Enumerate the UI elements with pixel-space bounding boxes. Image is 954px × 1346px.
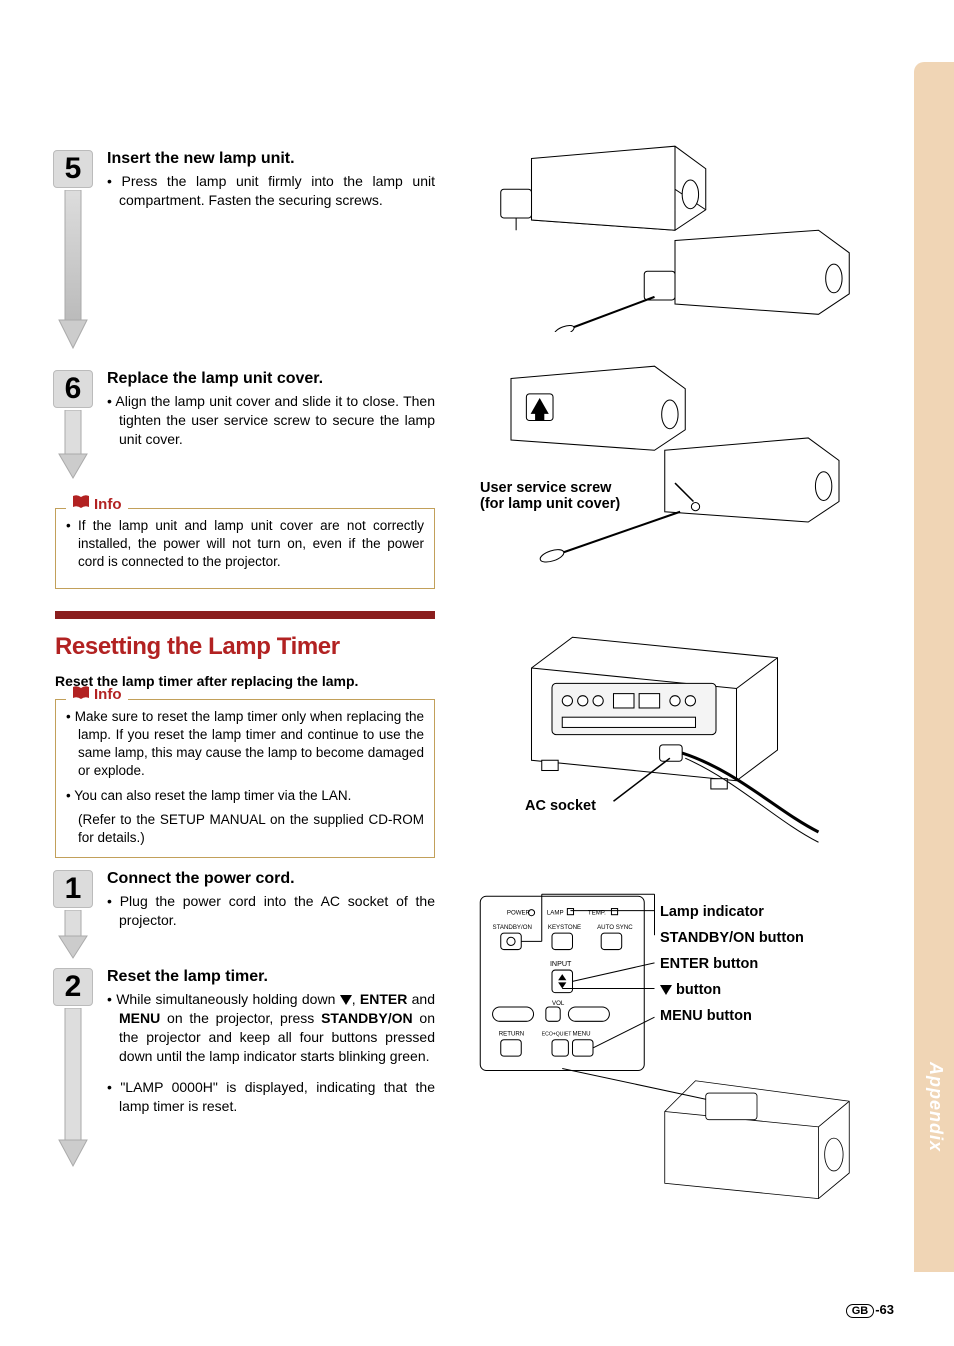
step-5-text: Press the lamp unit firmly into the lamp…	[107, 172, 435, 210]
info1-text: If the lamp unit and lamp unit cover are…	[66, 517, 424, 572]
svg-text:MENU: MENU	[573, 1031, 591, 1038]
step-6-number: 6	[53, 370, 93, 408]
step-1-title: Connect the power cord.	[107, 870, 435, 888]
step-1: 1 Connect the power cord. Plug the power…	[55, 870, 435, 960]
illustration-ac-socket: AC socket	[470, 630, 880, 850]
section-divider	[55, 611, 435, 619]
label-standby-on: STANDBY/ON button	[660, 930, 804, 946]
down-arrow-icon	[53, 910, 93, 963]
label-lamp-indicator: Lamp indicator	[660, 904, 804, 920]
label-enter-button: ENTER button	[660, 956, 804, 972]
svg-text:STANDBY/ON: STANDBY/ON	[493, 924, 532, 931]
callout-user-service-screw: User service screw (for lamp unit cover)	[480, 480, 620, 512]
label-menu-button: MENU button	[660, 1008, 804, 1024]
region-badge: GB	[846, 1304, 875, 1318]
step-2: 2 Reset the lamp timer. While simultaneo…	[55, 968, 435, 1158]
info2-b1: Make sure to reset the lamp timer only w…	[66, 708, 424, 781]
book-icon	[72, 495, 90, 513]
down-arrow-icon	[53, 410, 93, 483]
appendix-label: Appendix	[925, 1062, 946, 1152]
svg-text:POWER: POWER	[507, 910, 531, 917]
step-6-badge: 6	[53, 370, 93, 483]
info-box-2: Info Make sure to reset the lamp timer o…	[55, 699, 435, 859]
down-triangle-icon	[340, 995, 352, 1005]
down-arrow-icon	[53, 190, 93, 353]
info-box-1: Info If the lamp unit and lamp unit cove…	[55, 508, 435, 589]
svg-text:LAMP: LAMP	[547, 910, 564, 917]
illustration-step5	[470, 140, 880, 330]
step-5-title: Insert the new lamp unit.	[107, 150, 435, 168]
step-2-badge: 2	[53, 968, 93, 1171]
step-6-text: Align the lamp unit cover and slide it t…	[107, 392, 435, 449]
svg-text:INPUT: INPUT	[550, 960, 572, 968]
info-label: Info	[94, 686, 122, 703]
info-heading: Info	[66, 686, 128, 704]
appendix-side-tab: Appendix	[914, 62, 954, 1272]
step-2-number: 2	[53, 968, 93, 1006]
info2-b2: You can also reset the lamp timer via th…	[66, 787, 424, 805]
page-footer: GB-63	[846, 1302, 894, 1318]
step-1-number: 1	[53, 870, 93, 908]
info-label: Info	[94, 496, 122, 513]
left-column: 5 Insert the new lamp unit. Press the la…	[55, 150, 435, 1158]
callout-ac-socket: AC socket	[525, 798, 596, 814]
step-5: 5 Insert the new lamp unit. Press the la…	[55, 150, 435, 350]
step-2-text-b: "LAMP 0000H" is displayed, indicating th…	[107, 1078, 435, 1116]
step-1-text: Plug the power cord into the AC socket o…	[107, 892, 435, 930]
page-number: -63	[875, 1302, 894, 1317]
section-title: Resetting the Lamp Timer	[55, 633, 435, 661]
right-column: User service screw (for lamp unit cover)	[470, 140, 880, 1210]
control-panel-labels: Lamp indicator STANDBY/ON button ENTER b…	[660, 904, 804, 1034]
info-heading: Info	[66, 495, 128, 513]
svg-text:RETURN: RETURN	[499, 1031, 525, 1038]
step-2-title: Reset the lamp timer.	[107, 968, 435, 986]
label-down-button: button	[660, 982, 804, 998]
step-6-title: Replace the lamp unit cover.	[107, 370, 435, 388]
step-1-badge: 1	[53, 870, 93, 963]
svg-text:AUTO SYNC: AUTO SYNC	[597, 924, 633, 931]
svg-text:VOL: VOL	[552, 1000, 565, 1007]
step-5-number: 5	[53, 150, 93, 188]
step-5-badge: 5	[53, 150, 93, 353]
svg-text:ECO+QUIET: ECO+QUIET	[542, 1032, 572, 1038]
step-2-text-a: While simultaneously holding down , ENTE…	[107, 990, 435, 1066]
down-arrow-icon	[53, 1008, 93, 1171]
illustration-step6: User service screw (for lamp unit cover)	[470, 360, 880, 560]
info2-b2-sub: (Refer to the SETUP MANUAL on the suppli…	[66, 811, 424, 847]
book-icon	[72, 686, 90, 704]
step-6: 6 Replace the lamp unit cover. Align the…	[55, 370, 435, 490]
svg-text:KEYSTONE: KEYSTONE	[548, 924, 581, 931]
illustration-control-panel: POWER LAMP TEMP. STANDBY/ONKEYSTONEAUTO …	[470, 890, 880, 1210]
down-triangle-icon	[660, 985, 672, 995]
